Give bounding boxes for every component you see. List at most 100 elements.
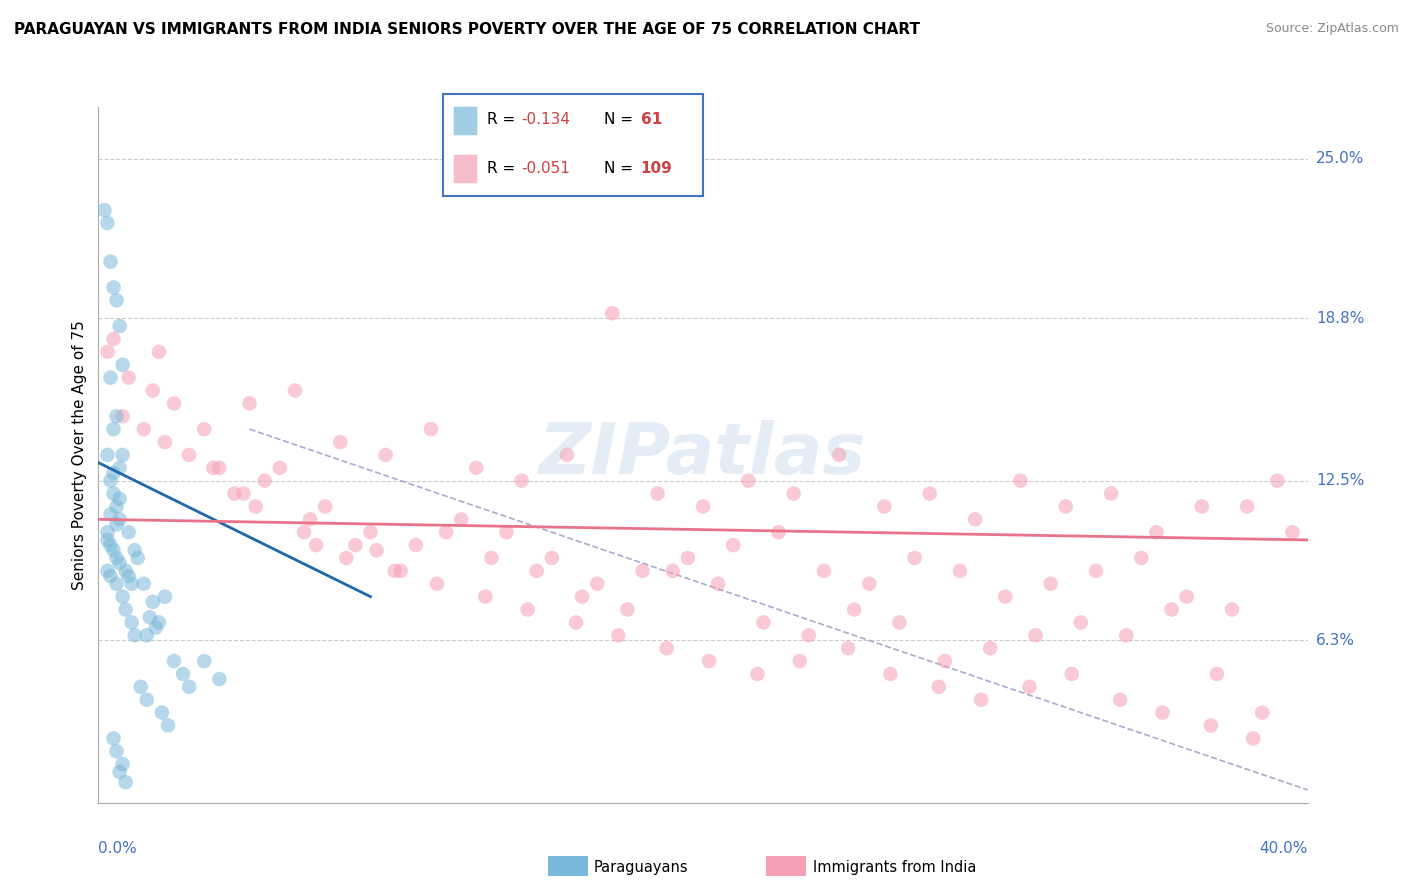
Point: [335, 551, 357, 566]
Point: [737, 474, 759, 488]
Text: -0.134: -0.134: [520, 112, 569, 128]
Point: [172, 667, 194, 681]
Point: [145, 621, 167, 635]
Point: [360, 525, 382, 540]
Point: [970, 692, 993, 706]
Point: [426, 576, 449, 591]
Point: [118, 370, 141, 384]
Text: 0.0%: 0.0%: [98, 841, 138, 856]
Point: [139, 610, 162, 624]
Text: 18.8%: 18.8%: [1316, 310, 1364, 326]
Point: [232, 486, 254, 500]
Point: [121, 576, 143, 591]
Point: [118, 525, 141, 540]
Point: [96, 216, 118, 230]
Text: Paraguayans: Paraguayans: [593, 860, 688, 874]
Point: [607, 628, 630, 642]
Point: [1267, 474, 1289, 488]
Text: N =: N =: [605, 161, 638, 176]
Point: [305, 538, 328, 552]
Point: [114, 602, 136, 616]
Point: [105, 409, 128, 424]
Text: 12.5%: 12.5%: [1316, 473, 1364, 488]
Point: [100, 370, 122, 384]
Point: [904, 551, 927, 566]
Point: [108, 319, 131, 334]
Point: [1060, 667, 1083, 681]
Point: [93, 203, 115, 218]
Point: [1199, 718, 1222, 732]
Point: [873, 500, 896, 514]
Point: [103, 332, 125, 346]
Text: PARAGUAYAN VS IMMIGRANTS FROM INDIA SENIORS POVERTY OVER THE AGE OF 75 CORRELATI: PARAGUAYAN VS IMMIGRANTS FROM INDIA SENI…: [14, 22, 920, 37]
Point: [1054, 500, 1077, 514]
Text: 6.3%: 6.3%: [1316, 633, 1355, 648]
Point: [1130, 551, 1153, 566]
Point: [474, 590, 496, 604]
Point: [163, 654, 186, 668]
Point: [782, 486, 804, 500]
Point: [299, 512, 322, 526]
Point: [129, 680, 152, 694]
Point: [111, 590, 134, 604]
Point: [1099, 486, 1122, 500]
Text: Source: ZipAtlas.com: Source: ZipAtlas.com: [1265, 22, 1399, 36]
Text: -0.051: -0.051: [520, 161, 569, 176]
Point: [405, 538, 427, 552]
Point: [142, 595, 165, 609]
Point: [450, 512, 472, 526]
Point: [844, 602, 866, 616]
Point: [1175, 590, 1198, 604]
Point: [96, 533, 118, 547]
Point: [103, 486, 125, 500]
Point: [153, 435, 176, 450]
Point: [114, 564, 136, 578]
Point: [434, 525, 457, 540]
Point: [153, 590, 176, 604]
Point: [179, 680, 201, 694]
Text: 25.0%: 25.0%: [1316, 151, 1364, 166]
Point: [676, 551, 699, 566]
Point: [100, 569, 122, 583]
Point: [565, 615, 588, 630]
Point: [965, 512, 987, 526]
Point: [103, 422, 125, 436]
Point: [692, 500, 714, 514]
Point: [586, 576, 609, 591]
Point: [114, 775, 136, 789]
Point: [828, 448, 851, 462]
Point: [540, 551, 562, 566]
Point: [239, 396, 262, 410]
Point: [193, 422, 215, 436]
Point: [124, 543, 146, 558]
Point: [284, 384, 307, 398]
Point: [100, 507, 122, 521]
Point: [994, 590, 1017, 604]
Point: [1191, 500, 1213, 514]
Point: [1024, 628, 1046, 642]
Bar: [453, 154, 477, 183]
Point: [108, 764, 131, 779]
Point: [111, 448, 134, 462]
Point: [96, 564, 118, 578]
Point: [747, 667, 769, 681]
Point: [813, 564, 835, 578]
Point: [253, 474, 276, 488]
Point: [202, 460, 225, 475]
Point: [105, 744, 128, 758]
Text: 40.0%: 40.0%: [1260, 841, 1308, 856]
Point: [179, 448, 201, 462]
Point: [647, 486, 669, 500]
Point: [150, 706, 173, 720]
Point: [148, 344, 170, 359]
Point: [103, 543, 125, 558]
Point: [858, 576, 880, 591]
Point: [374, 448, 396, 462]
Point: [100, 254, 122, 268]
Point: [105, 576, 128, 591]
Point: [655, 641, 678, 656]
Point: [329, 435, 352, 450]
Point: [707, 576, 730, 591]
Point: [208, 460, 231, 475]
Text: 61: 61: [641, 112, 662, 128]
